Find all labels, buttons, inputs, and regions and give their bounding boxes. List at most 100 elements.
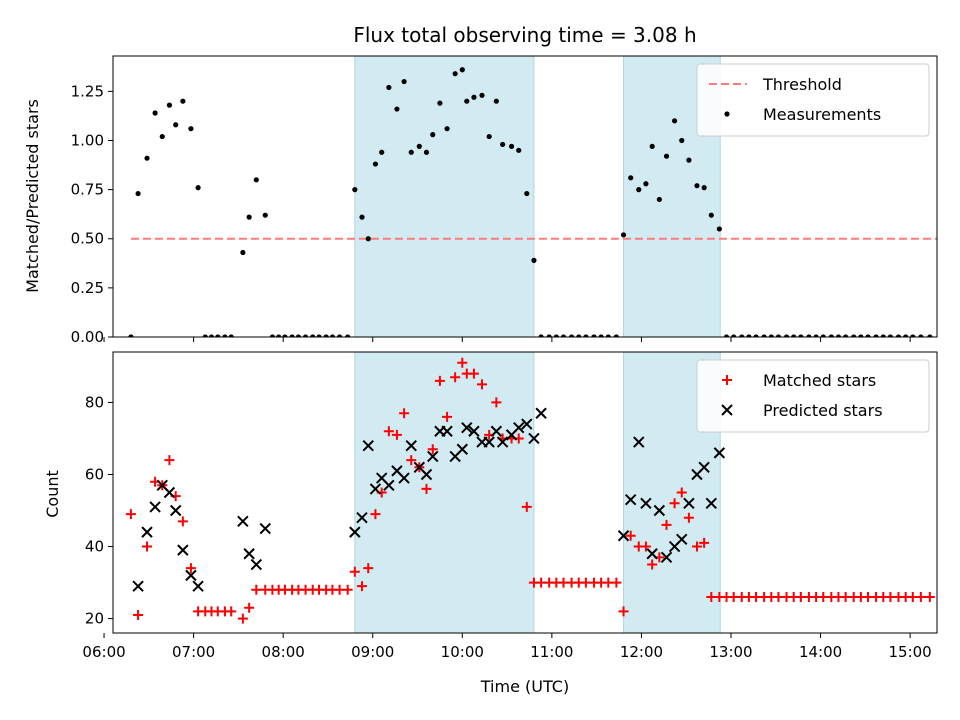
- panel-1: 0.00 0.25 0.50 0.75 1.00 1.25 Threshold Measure…: [71, 55, 946, 346]
- measurement-point: [508, 143, 515, 149]
- matched-star-point: [618, 606, 629, 617]
- matched-star-point: [363, 563, 374, 574]
- matched-star-point: [442, 411, 453, 422]
- measurement-point: [329, 334, 336, 337]
- measurement-point: [345, 334, 351, 337]
- measurement-point: [471, 94, 477, 100]
- legend: Threshold Measurements: [696, 63, 930, 137]
- measurement-point: [437, 100, 443, 106]
- measurement-point: [531, 257, 537, 263]
- matched-star-point: [676, 487, 687, 498]
- predicted-star-point: [349, 526, 361, 538]
- measurement-point: [401, 78, 407, 85]
- legend-label: Measurements: [763, 105, 881, 124]
- measurement-point: [195, 185, 201, 191]
- measurement-point: [546, 334, 552, 337]
- measurement-point: [500, 141, 506, 148]
- legend-label: Matched stars: [763, 371, 876, 390]
- y-tick-label: 0.00: [71, 328, 104, 346]
- matched-star-point: [342, 584, 353, 595]
- predicted-star-point: [369, 483, 382, 495]
- predicted-star-point: [483, 436, 495, 448]
- y-tick-label: 60: [85, 465, 104, 483]
- legend-predicted-swatch: [721, 404, 733, 416]
- measurement-point: [479, 92, 485, 98]
- predicted-star-point: [617, 530, 630, 542]
- matched-star-point: [468, 368, 479, 379]
- measurement-point: [568, 334, 575, 337]
- measurement-point: [746, 334, 752, 337]
- measurement-point: [708, 212, 714, 218]
- measurement-point: [851, 334, 857, 337]
- measurement-point: [716, 226, 722, 232]
- predicted-star-point: [705, 497, 718, 510]
- x-tick-label: 09:00: [351, 643, 394, 661]
- measurement-point: [576, 334, 582, 337]
- measurement-point: [686, 157, 692, 163]
- legend-label: Predicted stars: [763, 401, 883, 420]
- measurement-point: [222, 334, 228, 337]
- measurement-point: [775, 334, 782, 337]
- measurement-point: [880, 334, 886, 337]
- matched-star-point: [625, 530, 636, 541]
- matched-star-point: [915, 591, 926, 602]
- measurement-point: [731, 334, 737, 337]
- predicted-star-point: [169, 504, 182, 517]
- predicted-star-point: [237, 515, 249, 528]
- matched-star-point: [683, 512, 694, 523]
- measurement-point: [873, 334, 879, 337]
- predicted-star-point: [640, 497, 652, 510]
- measurement-point: [459, 67, 465, 73]
- predicted-star-point: [496, 436, 509, 448]
- matched-star-point: [125, 509, 136, 520]
- matched-star-point: [251, 584, 262, 595]
- measurement-point: [663, 153, 670, 159]
- measurement-point: [464, 98, 470, 104]
- matched-star-point: [142, 541, 153, 552]
- matched-star-point: [226, 606, 237, 617]
- data-layer: [125, 357, 935, 624]
- measurement-point: [628, 175, 634, 181]
- predicted-star-point: [633, 436, 645, 448]
- measurement-point: [671, 118, 678, 124]
- x-axis-label: Time (UTC): [480, 677, 569, 696]
- measurement-point: [188, 126, 194, 132]
- measurement-point: [394, 106, 400, 112]
- measurement-point: [560, 334, 567, 337]
- measurement-point: [276, 334, 282, 337]
- measurement-point: [323, 334, 329, 337]
- x-tick-label: 14:00: [799, 643, 842, 661]
- measurement-point: [282, 334, 288, 337]
- predicted-star-point: [185, 569, 197, 582]
- measurement-point: [262, 212, 268, 218]
- matched-star-point: [356, 581, 367, 592]
- measurement-point: [910, 334, 916, 337]
- measurement-point: [444, 126, 450, 132]
- y-tick-label: 1.25: [71, 82, 104, 100]
- predicted-star-point: [149, 501, 161, 513]
- legend-label: Threshold: [762, 75, 842, 94]
- legend-matched-swatch: [722, 375, 732, 385]
- measurement-point: [791, 334, 797, 337]
- measurement-point: [359, 214, 365, 220]
- measurement-point: [423, 149, 430, 155]
- matched-star-point: [647, 559, 658, 570]
- matched-star-point: [457, 357, 468, 368]
- x-tick-label: 07:00: [172, 643, 215, 661]
- predicted-star-point: [490, 425, 503, 437]
- measurement-point: [452, 71, 458, 77]
- measurement-point: [835, 334, 842, 337]
- measurement-point: [180, 98, 186, 104]
- measurement-point: [843, 334, 849, 337]
- legend: Matched stars Predicted stars: [696, 359, 930, 433]
- matched-star-point: [383, 426, 394, 437]
- predicted-star-point: [441, 425, 453, 437]
- matched-star-point: [477, 379, 488, 390]
- x-tick-label: 06:00: [82, 643, 125, 661]
- measurement-point: [302, 334, 309, 337]
- predicted-star-point: [698, 461, 710, 473]
- legend-box: [696, 63, 930, 137]
- measurement-point: [941, 334, 946, 339]
- y-tick-label: 0.75: [71, 181, 104, 199]
